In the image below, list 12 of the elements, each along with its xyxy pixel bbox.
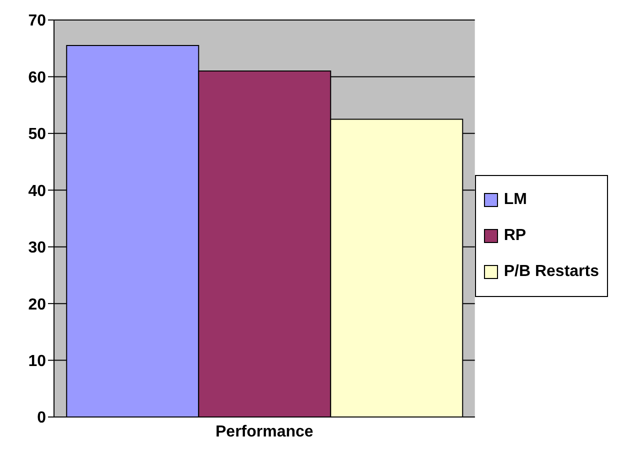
y-tick-label: 10: [28, 352, 46, 370]
y-tick-label: 30: [28, 240, 46, 257]
legend-label: P/B Restarts: [504, 262, 599, 280]
y-tick-label: 60: [28, 69, 46, 86]
y-tick-label: 0: [37, 410, 46, 427]
x-tick-label: Performance: [216, 423, 314, 440]
y-tick-label: 70: [28, 12, 46, 30]
y-tick-label: 50: [28, 126, 46, 144]
y-tick-label: 40: [28, 182, 46, 200]
legend-label: RP: [504, 226, 526, 244]
y-tick-label: 20: [28, 296, 46, 314]
legend-label: LM: [504, 190, 527, 208]
